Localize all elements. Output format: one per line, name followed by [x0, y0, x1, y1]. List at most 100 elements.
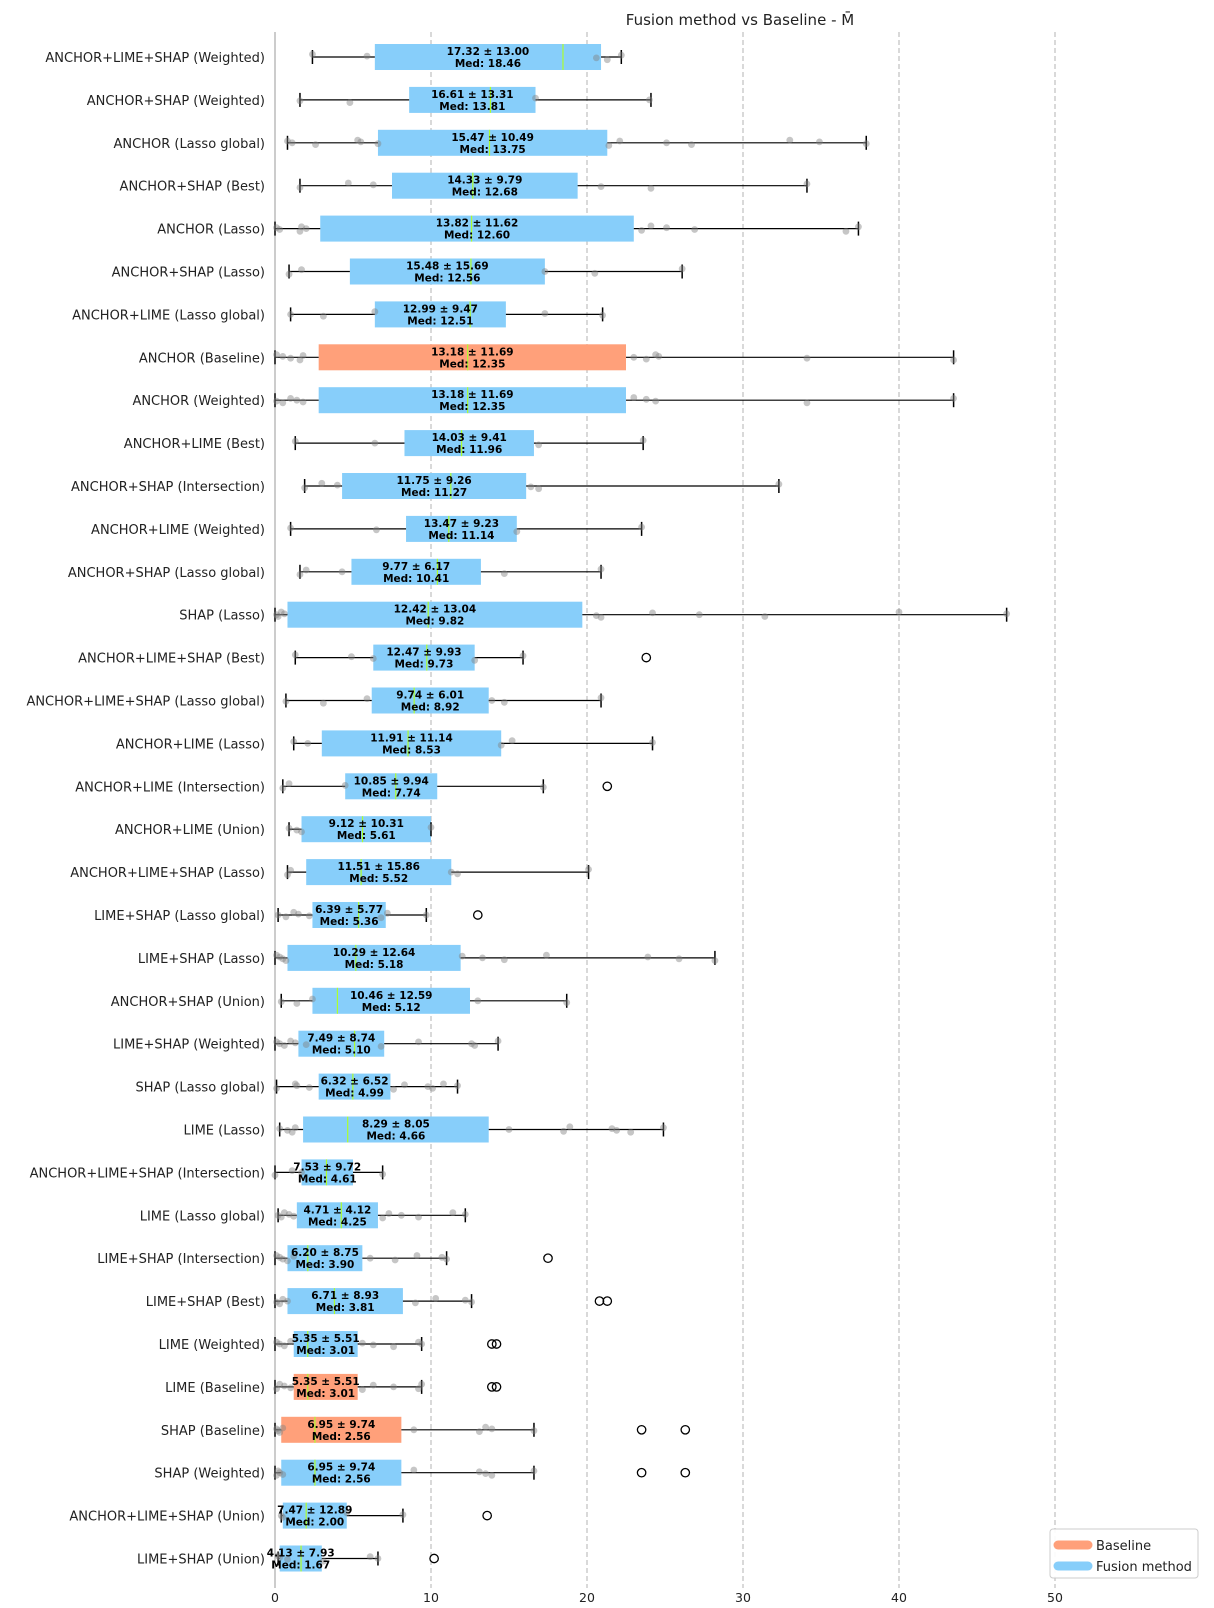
outlier-point [680, 1467, 691, 1478]
data-point [282, 698, 290, 705]
median-label: Med: 7.74 [362, 787, 421, 799]
data-point [647, 185, 655, 192]
legend-label: Baseline [1096, 1539, 1151, 1554]
data-point [304, 740, 312, 747]
data-point [494, 1037, 502, 1045]
median-label: Med: 12.56 [414, 273, 480, 285]
box-iqr [320, 215, 634, 242]
data-point [346, 99, 354, 106]
data-point [309, 50, 316, 58]
data-point [299, 352, 307, 359]
data-point [280, 1342, 288, 1350]
data-point [276, 1380, 284, 1388]
mean-std-label: 7.53 ± 9.72 [293, 1161, 361, 1173]
data-point [410, 1466, 418, 1474]
box-iqr [374, 301, 506, 328]
median-label: Med: 5.18 [345, 959, 404, 971]
median-label: Med: 4.25 [308, 1216, 367, 1228]
data-point [603, 56, 611, 64]
data-point [597, 614, 605, 621]
category-label: ANCHOR+LIME (Lasso global) [72, 308, 265, 323]
data-point [410, 1426, 418, 1434]
data-point [592, 54, 600, 62]
data-point [474, 997, 482, 1005]
data-point [285, 1211, 293, 1218]
data-point [399, 1511, 407, 1519]
data-point [273, 1252, 280, 1259]
box-iqr [345, 773, 438, 800]
data-point [950, 395, 957, 402]
category-label: LIME (Baseline) [165, 1381, 265, 1396]
data-point [479, 954, 486, 962]
data-point [358, 1339, 366, 1347]
median-label: Med: 11.96 [436, 444, 502, 456]
data-point [302, 1041, 310, 1048]
outlier-point [680, 1424, 691, 1435]
data-point [293, 826, 301, 834]
median-label: Med: 2.56 [312, 1431, 371, 1443]
data-point [413, 1252, 421, 1259]
box-row: LIME+SHAP (Lasso global) 6.39 ± 5.77Med: … [94, 902, 483, 928]
box-iqr [351, 558, 481, 585]
mean-std-label: 13.18 ± 11.69 [431, 346, 514, 358]
data-point [334, 481, 341, 489]
outlier-point [482, 1510, 493, 1521]
box-iqr [373, 644, 475, 671]
data-point [642, 395, 650, 403]
category-label: SHAP (Weighted) [154, 1467, 265, 1482]
mean-std-label: 10.29 ± 12.64 [333, 947, 416, 959]
data-point [302, 225, 310, 233]
data-point [285, 270, 293, 278]
data-point [608, 1125, 616, 1132]
data-point [280, 1382, 288, 1390]
data-point [591, 269, 599, 277]
data-point [276, 226, 284, 233]
data-point [449, 1209, 457, 1216]
category-label: ANCHOR+SHAP (Weighted) [87, 94, 265, 109]
data-point [274, 1467, 282, 1475]
category-label: LIME+SHAP (Lasso) [138, 952, 265, 967]
data-point [605, 142, 613, 149]
data-point [642, 355, 650, 363]
data-point [276, 1125, 284, 1132]
data-point [302, 566, 310, 574]
data-point [273, 1038, 280, 1046]
data-point [290, 908, 298, 916]
data-point [291, 1039, 299, 1047]
mean-std-label: 11.51 ± 15.86 [337, 861, 420, 873]
data-point [415, 1213, 422, 1221]
data-point [390, 1343, 397, 1351]
data-point [341, 782, 349, 789]
mean-std-label: 16.61 ± 13.31 [431, 89, 514, 101]
data-point [363, 52, 371, 60]
data-point [309, 995, 316, 1003]
chart-title: Fusion method vs Baseline - M̄ [626, 10, 854, 29]
data-point [273, 1085, 280, 1092]
data-point [282, 913, 290, 921]
box-iqr [281, 1459, 402, 1486]
data-point [293, 1000, 301, 1007]
data-point [363, 695, 371, 703]
data-point [279, 1295, 287, 1303]
data-point [816, 138, 823, 146]
mean-std-label: 15.47 ± 10.49 [451, 132, 534, 144]
box-iqr [298, 1030, 385, 1057]
data-point [371, 308, 379, 316]
box-iqr [303, 1116, 489, 1143]
category-label: ANCHOR+SHAP (Lasso global) [68, 566, 265, 581]
data-point [500, 956, 508, 964]
data-point [513, 528, 521, 535]
mean-std-label: 4.71 ± 4.12 [303, 1204, 371, 1216]
data-point [318, 479, 326, 487]
data-point [663, 224, 670, 232]
data-point [454, 1082, 461, 1090]
data-point [279, 955, 287, 963]
data-point [535, 441, 543, 449]
data-point [273, 1338, 280, 1346]
category-label: ANCHOR+LIME+SHAP (Union) [69, 1510, 265, 1525]
data-point [649, 609, 656, 617]
box-iqr [318, 1073, 391, 1100]
